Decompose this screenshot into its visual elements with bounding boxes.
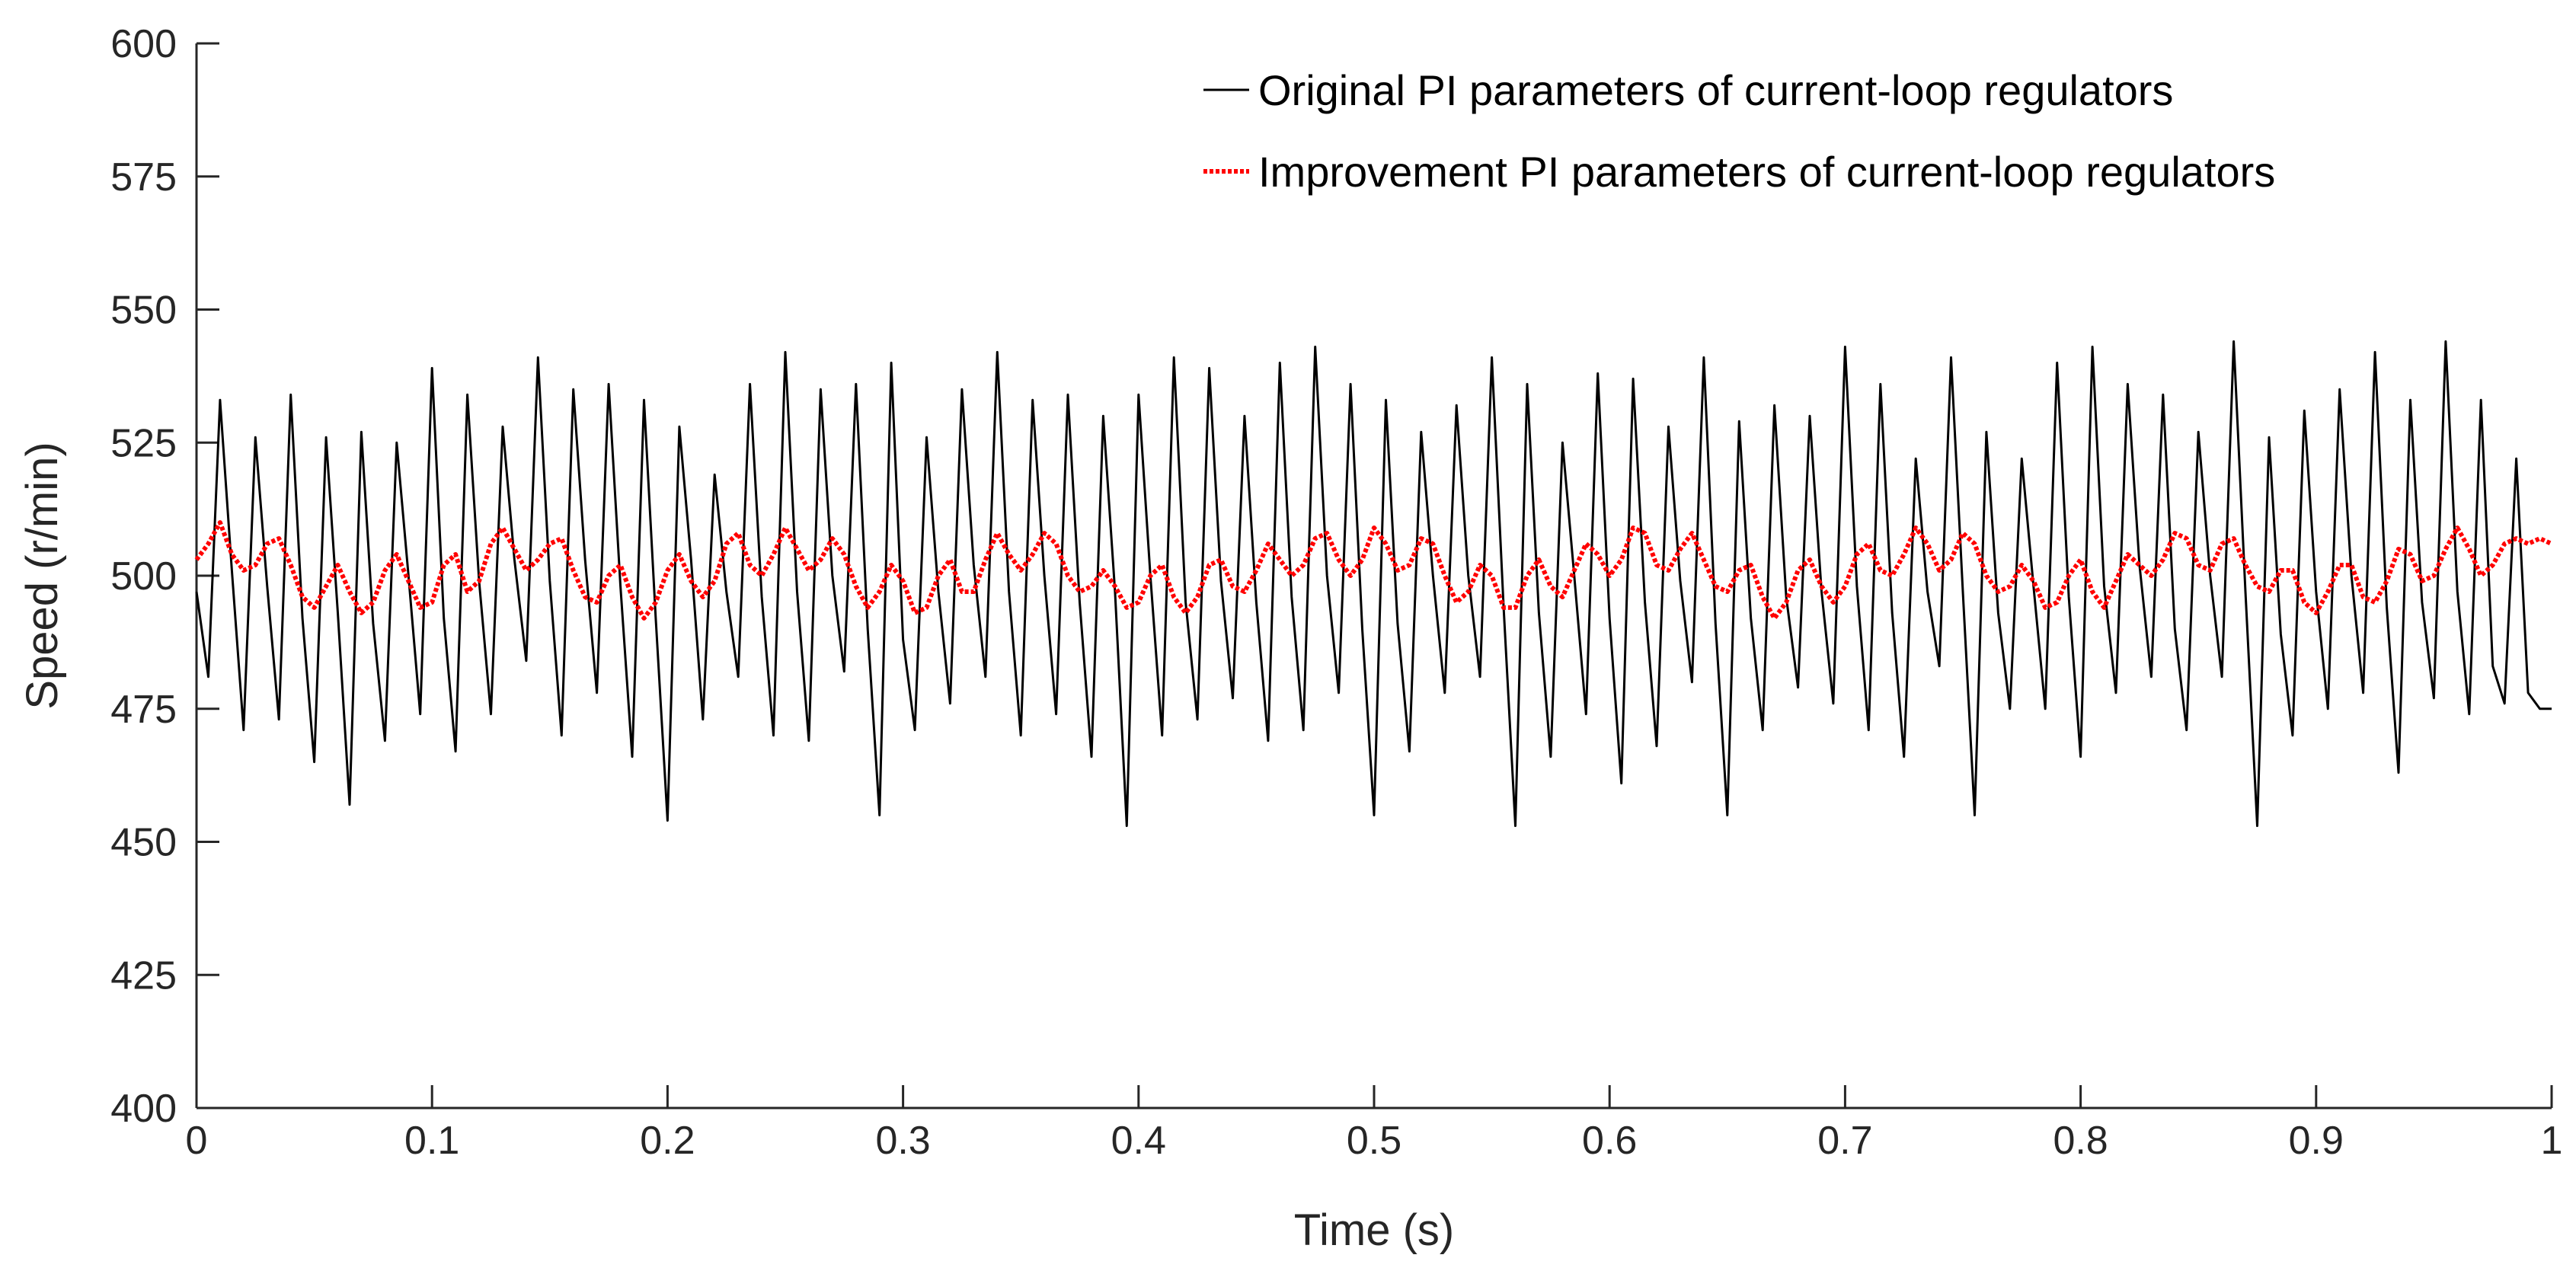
legend: Original PI parameters of current-loop r…: [1203, 66, 2275, 196]
x-tick-label: 0.2: [640, 1119, 695, 1163]
x-axis-label: Time (s): [1294, 1205, 1454, 1255]
x-tick-label: 0: [186, 1119, 208, 1163]
y-tick-label: 450: [110, 821, 177, 865]
y-tick-label: 500: [110, 554, 177, 599]
x-tick-label: 0.8: [2053, 1119, 2108, 1163]
axes: 0 0.1 0.2 0.3 0.4 0.5 0.6 0.7 0.8 0.9 1 400 425 450 47…: [110, 22, 2562, 1163]
plot-area: [194, 340, 2553, 827]
x-tick-label: 1: [2541, 1119, 2563, 1163]
x-tick-label: 0.9: [2289, 1119, 2344, 1163]
x-tick-label: 0.5: [1347, 1119, 1401, 1163]
y-tick-label: 475: [110, 688, 177, 732]
legend-label: Improvement PI parameters of current-loo…: [1258, 148, 2275, 196]
series-line-original: [195, 340, 2552, 827]
series-line-improvement: [194, 520, 2553, 621]
y-axis-label: Speed (r/min): [18, 442, 67, 709]
y-tick-label: 525: [110, 421, 177, 465]
x-tick-label: 0.4: [1111, 1119, 1166, 1163]
x-tick-label: 0.7: [1817, 1119, 1872, 1163]
y-tick-label: 600: [110, 22, 177, 66]
legend-label: Original PI parameters of current-loop r…: [1258, 66, 2173, 114]
x-tick-label: 0.3: [875, 1119, 930, 1163]
y-tick-label: 550: [110, 289, 177, 333]
x-tick-label: 0.1: [404, 1119, 459, 1163]
y-tick-label: 575: [110, 155, 177, 200]
y-tick-label: 425: [110, 953, 177, 998]
x-tick-label: 0.6: [1582, 1119, 1637, 1163]
y-tick-label: 400: [110, 1087, 177, 1131]
